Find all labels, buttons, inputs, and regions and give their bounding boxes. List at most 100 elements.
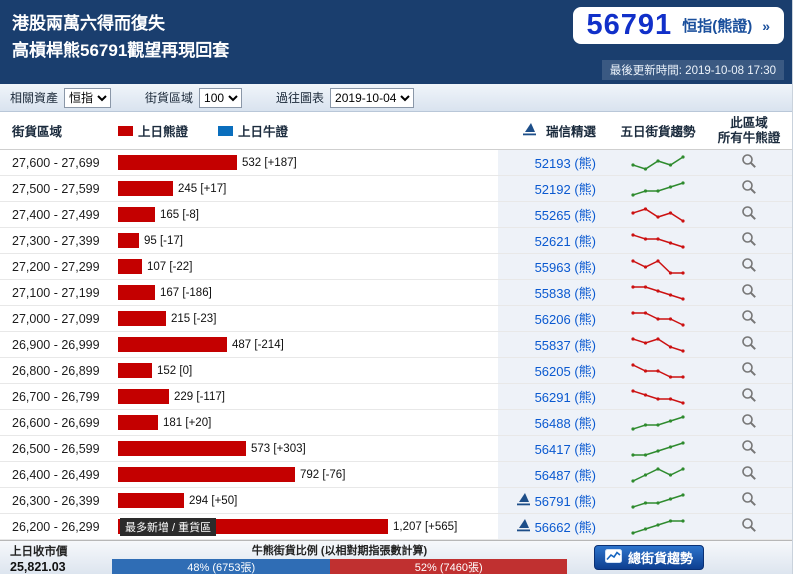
zoom-cell[interactable] xyxy=(706,436,792,461)
warrant-code-link[interactable]: 55837 (熊) xyxy=(534,338,596,353)
trend-cell xyxy=(610,254,706,279)
zoom-cell[interactable] xyxy=(706,384,792,409)
zoom-cell[interactable] xyxy=(706,332,792,357)
price-range-label: 27,200 - 27,299 xyxy=(12,259,100,274)
trend-cell xyxy=(610,202,706,227)
warrant-code-link[interactable]: 55265 (熊) xyxy=(534,208,596,223)
prev-close-label: 上日收市價 xyxy=(10,546,68,558)
magnifier-icon[interactable] xyxy=(741,439,757,458)
warrant-code-link[interactable]: 55963 (熊) xyxy=(534,260,596,275)
total-trend-button[interactable]: 總街貨趨勢 xyxy=(593,545,704,570)
trend-sparkline xyxy=(631,284,685,301)
ticker-code: 56791 xyxy=(586,9,673,41)
warrant-code-link[interactable]: 56417 (熊) xyxy=(534,442,596,457)
sail-flag-icon xyxy=(522,122,541,139)
pick-code-cell: 52192 (熊) xyxy=(498,176,610,201)
warrant-code-link[interactable]: 56206 (熊) xyxy=(534,312,596,327)
bear-bar-cell: 532 [+187] xyxy=(118,155,498,170)
price-range-label: 26,800 - 26,899 xyxy=(12,363,100,378)
zoom-cell[interactable] xyxy=(706,514,792,539)
magnifier-icon[interactable] xyxy=(741,283,757,302)
warrant-code-link[interactable]: 56487 (熊) xyxy=(534,468,596,483)
trend-sparkline xyxy=(631,440,685,457)
bar-value-label: 107 [-22] xyxy=(147,260,193,273)
table-row: 27,400 - 27,499 165 [-8] 55265 (熊) xyxy=(0,202,792,228)
zoom-cell[interactable] xyxy=(706,488,792,513)
zoom-cell[interactable] xyxy=(706,254,792,279)
magnifier-icon[interactable] xyxy=(741,153,757,172)
bar-value-label: 1,207 [+565] xyxy=(393,520,458,533)
magnifier-icon[interactable] xyxy=(741,465,757,484)
bear-bar-cell: 294 [+50] xyxy=(118,493,498,508)
price-range-label: 26,500 - 26,599 xyxy=(12,441,100,456)
asset-select[interactable]: 恒指 xyxy=(64,87,112,108)
warrant-code-link[interactable]: 56488 (熊) xyxy=(534,416,596,431)
sail-flag-icon xyxy=(516,518,535,535)
trend-sparkline xyxy=(631,206,685,223)
magnifier-icon[interactable] xyxy=(741,491,757,510)
magnifier-icon[interactable] xyxy=(741,205,757,224)
trend-sparkline xyxy=(631,154,685,171)
warrant-code-link[interactable]: 52192 (熊) xyxy=(534,182,596,197)
bear-bar xyxy=(118,285,155,300)
trend-cell xyxy=(610,176,706,201)
warrant-code-link[interactable]: 52621 (熊) xyxy=(534,234,596,249)
warrant-code-link[interactable]: 56662 (熊) xyxy=(534,520,596,535)
magnifier-icon[interactable] xyxy=(741,517,757,536)
bear-bar xyxy=(118,233,139,248)
warrant-code-link[interactable]: 56291 (熊) xyxy=(534,390,596,405)
pick-code-cell: 55265 (熊) xyxy=(498,202,610,227)
warrant-code-link[interactable]: 56205 (熊) xyxy=(534,364,596,379)
price-range-label: 27,600 - 27,699 xyxy=(12,155,100,170)
bar-value-label: 181 [+20] xyxy=(163,416,212,429)
bear-bar xyxy=(118,207,155,222)
bear-bar-cell: 95 [-17] xyxy=(118,233,498,248)
bear-bar-cell: 573 [+303] xyxy=(118,441,498,456)
table-row: 26,300 - 26,399 294 [+50] 56791 (熊) xyxy=(0,488,792,514)
filter-bar: 相關資產 恒指 街貨區域 100 過往圖表 2019-10-04 xyxy=(0,84,792,112)
trend-cell xyxy=(610,462,706,487)
trend-cell xyxy=(610,410,706,435)
magnifier-icon[interactable] xyxy=(741,335,757,354)
bear-bar xyxy=(118,389,169,404)
magnifier-icon[interactable] xyxy=(741,387,757,406)
magnifier-icon[interactable] xyxy=(741,309,757,328)
magnifier-icon[interactable] xyxy=(741,413,757,432)
trend-cell xyxy=(610,280,706,305)
price-range-label: 26,200 - 26,299 xyxy=(12,519,100,534)
zoom-cell[interactable] xyxy=(706,306,792,331)
zoom-cell[interactable] xyxy=(706,410,792,435)
table-row: 27,300 - 27,399 95 [-17] 52621 (熊) xyxy=(0,228,792,254)
trend-sparkline xyxy=(631,258,685,275)
zoom-cell[interactable] xyxy=(706,150,792,175)
chart-date-select[interactable]: 2019-10-04 xyxy=(330,87,415,108)
magnifier-icon[interactable] xyxy=(741,361,757,380)
line-chart-icon xyxy=(604,549,622,566)
prev-close-value: 25,821.03 xyxy=(10,560,66,574)
magnifier-icon[interactable] xyxy=(741,179,757,198)
warrant-code-link[interactable]: 52193 (熊) xyxy=(534,156,596,171)
warrant-code-link[interactable]: 55838 (熊) xyxy=(534,286,596,301)
bear-ratio-segment: 52% (7460張) xyxy=(330,559,567,574)
trend-cell xyxy=(610,150,706,175)
trend-sparkline xyxy=(631,180,685,197)
zoom-cell[interactable] xyxy=(706,462,792,487)
zoom-cell[interactable] xyxy=(706,228,792,253)
featured-ticker[interactable]: 56791 恒指(熊證) » xyxy=(572,7,784,44)
legend-bear: 上日熊證 xyxy=(118,121,188,140)
price-range-label: 27,300 - 27,399 xyxy=(12,233,100,248)
zoom-cell[interactable] xyxy=(706,202,792,227)
zoom-cell[interactable] xyxy=(706,280,792,305)
range-select[interactable]: 100 xyxy=(199,87,243,108)
bar-value-label: 152 [0] xyxy=(157,364,193,377)
warrant-code-link[interactable]: 56791 (熊) xyxy=(534,494,596,509)
zoom-cell[interactable] xyxy=(706,358,792,383)
trend-sparkline xyxy=(631,362,685,379)
zoom-cell[interactable] xyxy=(706,176,792,201)
table-row: 26,600 - 26,699 181 [+20] 56488 (熊) xyxy=(0,410,792,436)
magnifier-icon[interactable] xyxy=(741,231,757,250)
chart-filter-label: 過往圖表 xyxy=(276,91,325,105)
bear-bar-cell: 181 [+20] xyxy=(118,415,498,430)
magnifier-icon[interactable] xyxy=(741,257,757,276)
